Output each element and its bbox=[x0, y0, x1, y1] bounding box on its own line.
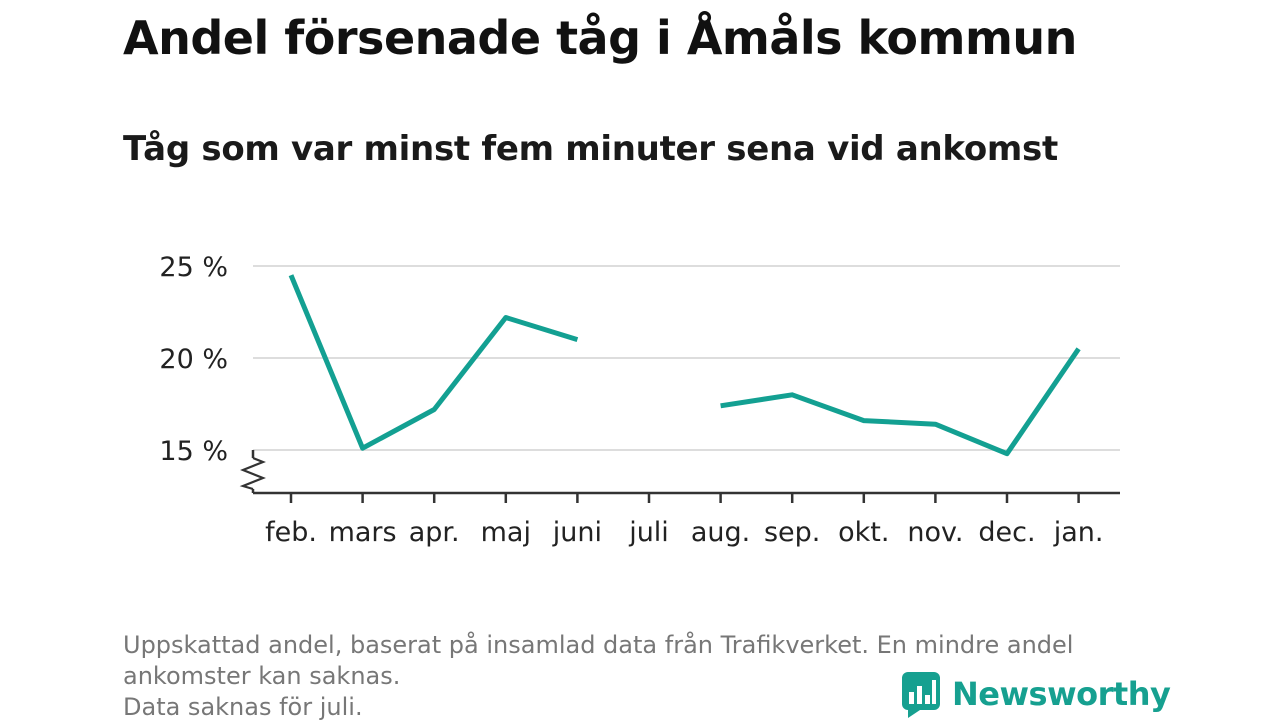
x-tick-label: jan. bbox=[1053, 517, 1104, 548]
x-tick-label: juni bbox=[552, 517, 602, 548]
y-tick-label: 25 % bbox=[159, 252, 228, 283]
series-line bbox=[288, 274, 579, 451]
newsworthy-logo: Newsworthy bbox=[900, 668, 1171, 720]
tick-labels: 15 % 20 % 25 % feb. mars apr. maj juni juli aug. s… bbox=[159, 252, 1103, 548]
chart-subtitle: Tåg som var minst fem minuter sena vid a… bbox=[123, 129, 1058, 169]
y-tick-label: 15 % bbox=[159, 436, 228, 467]
line-chart: 15 % 20 % 25 % feb. mars apr. maj juni juli aug. s… bbox=[159, 252, 1120, 548]
x-tick-label: mars bbox=[329, 517, 397, 548]
x-tick-label: nov. bbox=[907, 517, 963, 548]
footnotes: Uppskattad andel, baserat på insamlad da… bbox=[123, 630, 1163, 723]
logo-text: Newsworthy bbox=[952, 675, 1171, 713]
x-tick-label: maj bbox=[481, 517, 531, 548]
x-tick-label: apr. bbox=[409, 517, 460, 548]
footnote-line: ankomster kan saknas. bbox=[123, 662, 401, 690]
axis-break-marker bbox=[239, 456, 266, 491]
footnote-line: Data saknas för juli. bbox=[123, 693, 363, 721]
x-tick-label: feb. bbox=[265, 517, 317, 548]
x-tick-label: dec. bbox=[978, 517, 1035, 548]
x-tick-label: juli bbox=[628, 517, 669, 548]
gridlines bbox=[253, 265, 1120, 451]
series-line bbox=[720, 347, 1081, 457]
x-tick-label: sep. bbox=[764, 517, 820, 548]
axes bbox=[239, 450, 1120, 503]
data-series bbox=[288, 274, 1081, 457]
x-tick-label: aug. bbox=[691, 517, 750, 548]
y-tick-label: 20 % bbox=[159, 344, 228, 375]
chart-title: Andel försenade tåg i Åmåls kommun bbox=[123, 11, 1077, 65]
footnote-line: Uppskattad andel, baserat på insamlad da… bbox=[123, 631, 1074, 659]
newsworthy-chat-bar-icon bbox=[902, 672, 940, 718]
x-tick-label: okt. bbox=[838, 517, 889, 548]
